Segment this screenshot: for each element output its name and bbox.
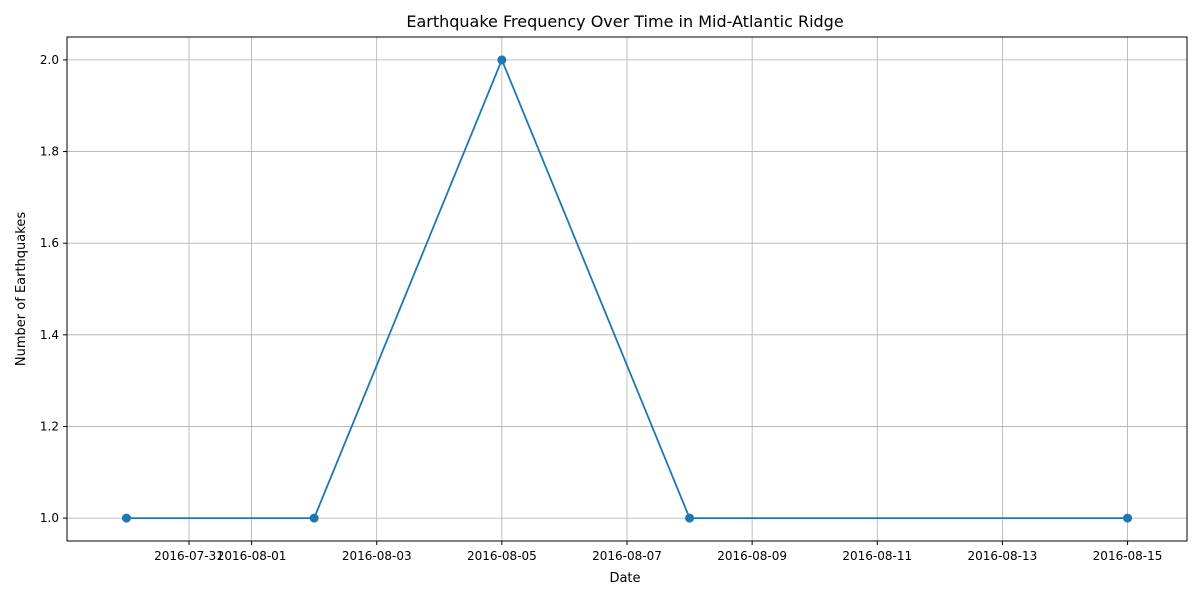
chart-title: Earthquake Frequency Over Time in Mid-At… [406, 12, 843, 31]
x-axis-label: Date [609, 571, 640, 586]
x-tick-label: 2016-08-09 [717, 549, 787, 563]
data-point [685, 513, 695, 523]
y-tick-label: 2.0 [40, 53, 59, 67]
grid [67, 37, 1187, 541]
series-layer [121, 55, 1133, 523]
x-tick-label: 2016-08-03 [342, 549, 412, 563]
y-tick-label: 1.6 [40, 236, 59, 250]
x-tick-label: 2016-08-05 [467, 549, 537, 563]
data-point [497, 55, 507, 65]
data-point [309, 513, 319, 523]
x-tick-label: 2016-08-11 [842, 549, 912, 563]
y-tick-label: 1.2 [40, 419, 59, 433]
x-tick-label: 2016-08-15 [1093, 549, 1163, 563]
x-tick-label: 2016-07-31 [154, 549, 224, 563]
y-tick-label: 1.4 [40, 328, 59, 342]
data-point [1123, 513, 1133, 523]
data-point [121, 513, 131, 523]
y-tick-label: 1.0 [40, 511, 59, 525]
y-tick-label: 1.8 [40, 145, 59, 159]
x-tick-label: 2016-08-07 [592, 549, 662, 563]
y-axis-label: Number of Earthquakes [14, 212, 29, 366]
x-tick-label: 2016-08-01 [217, 549, 287, 563]
x-tick-label: 2016-08-13 [968, 549, 1038, 563]
